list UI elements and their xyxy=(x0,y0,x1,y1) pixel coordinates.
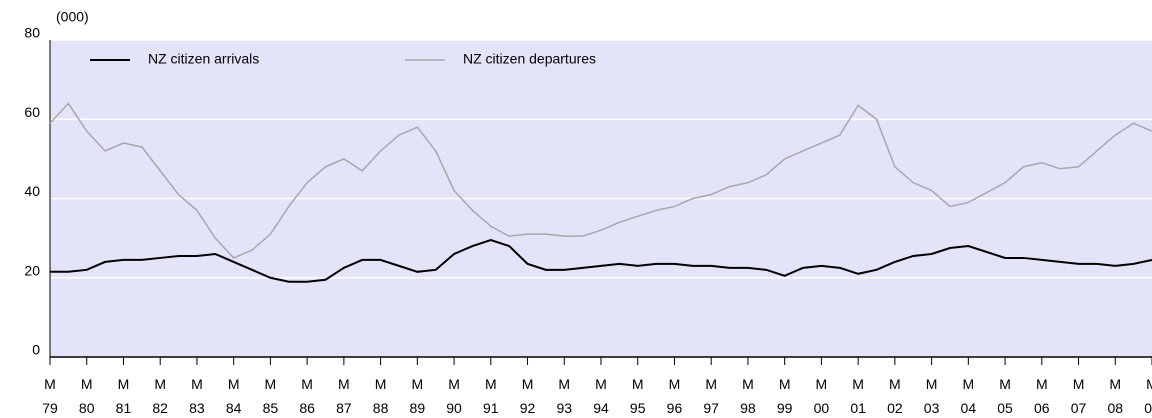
y-tick-label: 0 xyxy=(32,342,40,358)
x-tick-label: M 02 xyxy=(887,376,903,416)
legend-label: NZ citizen arrivals xyxy=(148,51,259,67)
x-tick-label: M 91 xyxy=(483,376,499,416)
x-tick-label: M 82 xyxy=(152,376,168,416)
y-tick-label: 20 xyxy=(24,262,40,278)
x-tick-label: M 01 xyxy=(850,376,866,416)
x-tick-label: M 03 xyxy=(923,376,940,416)
x-tick-label: M 90 xyxy=(446,376,462,416)
x-tick-label: M 88 xyxy=(372,376,389,416)
x-tick-label: M 04 xyxy=(960,376,977,416)
x-tick-label: M 07 xyxy=(1070,376,1087,416)
x-tick-label: M 99 xyxy=(776,376,793,416)
x-tick-label: M 86 xyxy=(299,376,315,416)
x-tick-label: M 81 xyxy=(115,376,132,416)
x-tick-label: M 09 xyxy=(1144,376,1152,416)
x-tick-label: M 85 xyxy=(262,376,279,416)
x-tick-label: M 83 xyxy=(189,376,205,416)
x-tick-label: M 79 xyxy=(42,376,58,416)
x-tick-label: M 05 xyxy=(997,376,1013,416)
x-tick-label: M 87 xyxy=(336,376,352,416)
legend-label: NZ citizen departures xyxy=(463,51,596,67)
x-tick-label: M 80 xyxy=(78,376,95,416)
x-tick-label: M 94 xyxy=(593,376,609,416)
x-tick-label: M 08 xyxy=(1107,376,1124,416)
x-tick-label: M 92 xyxy=(519,376,536,416)
x-tick-label: M 98 xyxy=(740,376,756,416)
x-tick-label: M 96 xyxy=(666,376,683,416)
x-tick-label: M 97 xyxy=(703,376,719,416)
x-tick-label: M 89 xyxy=(409,376,426,416)
y-unit-label: (000) xyxy=(56,9,89,25)
y-tick-label: 60 xyxy=(24,104,40,120)
x-tick-label: M 06 xyxy=(1034,376,1050,416)
y-tick-label: 40 xyxy=(24,183,40,199)
x-tick-label: M 93 xyxy=(556,376,573,416)
y-tick-label: 80 xyxy=(24,25,40,41)
x-tick-label: M 84 xyxy=(225,376,242,416)
series-line xyxy=(50,239,1152,283)
x-tick-label: M 00 xyxy=(813,376,830,416)
x-tick-label: M 95 xyxy=(629,376,646,416)
series-line xyxy=(49,102,1152,259)
